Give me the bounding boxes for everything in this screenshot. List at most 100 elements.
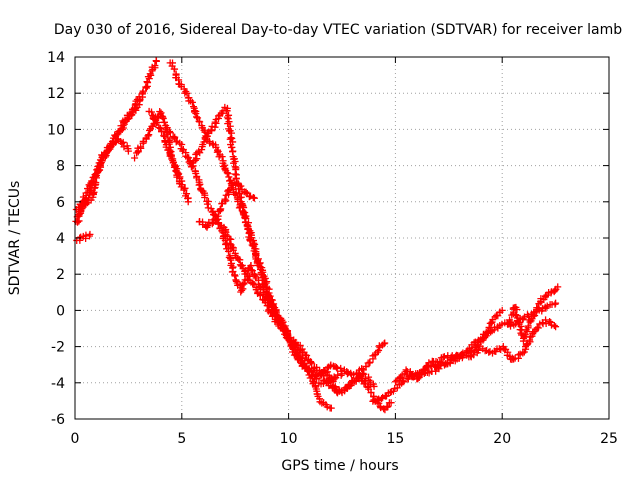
data-point <box>330 384 338 392</box>
data-point <box>204 129 212 137</box>
data-point <box>172 167 180 175</box>
data-point <box>236 194 244 202</box>
data-point <box>160 119 168 127</box>
data-point <box>179 147 187 155</box>
data-point <box>550 322 558 330</box>
data-point <box>256 292 264 300</box>
data-point <box>406 368 414 376</box>
data-point <box>258 271 266 279</box>
data-point <box>119 117 127 125</box>
y-tick-label: 2 <box>56 267 65 283</box>
data-point <box>104 147 112 155</box>
data-point <box>201 134 209 142</box>
data-point <box>160 132 168 140</box>
y-tick-label: -2 <box>51 340 65 356</box>
data-point <box>515 351 523 359</box>
data-point <box>232 277 240 285</box>
data-point <box>380 405 388 413</box>
data-point <box>487 319 495 327</box>
data-point <box>386 388 394 396</box>
data-points <box>72 57 562 414</box>
data-point <box>96 166 104 174</box>
data-point <box>191 156 199 164</box>
data-point <box>183 89 191 97</box>
data-point <box>190 103 198 111</box>
data-point <box>517 322 525 330</box>
data-point <box>519 349 527 357</box>
data-point <box>154 118 162 126</box>
data-point <box>510 355 518 363</box>
data-point <box>187 163 195 171</box>
data-point <box>196 180 204 188</box>
data-point <box>185 158 193 166</box>
data-point <box>132 97 140 105</box>
data-point <box>402 366 410 374</box>
data-point <box>240 279 248 287</box>
data-point <box>218 153 226 161</box>
data-point <box>531 312 539 320</box>
data-point <box>203 223 211 231</box>
data-point <box>311 382 319 390</box>
x-tick-label: 20 <box>493 431 511 447</box>
data-point <box>229 268 237 276</box>
data-point <box>94 167 102 175</box>
data-point <box>271 309 279 317</box>
y-tick-label: 14 <box>47 50 65 66</box>
data-point <box>381 339 389 347</box>
data-point <box>546 318 554 326</box>
data-point <box>358 365 366 373</box>
data-point <box>238 261 246 269</box>
data-point <box>235 185 243 193</box>
data-point <box>526 336 534 344</box>
data-point <box>214 220 222 228</box>
data-point <box>440 353 448 361</box>
data-point <box>230 159 238 167</box>
y-tick-label: 4 <box>56 231 65 247</box>
data-point <box>231 271 239 279</box>
data-point <box>201 194 209 202</box>
data-point <box>202 133 210 141</box>
data-point <box>227 134 235 142</box>
data-point <box>196 118 204 126</box>
data-point <box>124 147 132 155</box>
x-axis-ticks: 0 5 10 15 20 25 <box>71 57 618 447</box>
data-point <box>479 334 487 342</box>
data-point <box>144 132 152 140</box>
y-tick-label: -6 <box>51 412 65 428</box>
data-point <box>474 346 482 354</box>
data-point <box>145 131 153 139</box>
data-point <box>247 266 255 274</box>
data-point <box>552 323 560 331</box>
y-tick-label: -4 <box>51 376 65 392</box>
data-point <box>554 283 562 291</box>
data-point <box>184 198 192 206</box>
data-point <box>116 127 124 135</box>
data-point <box>131 154 139 162</box>
data-point <box>327 404 335 412</box>
data-point <box>284 335 292 343</box>
data-point <box>161 124 169 132</box>
data-point <box>534 324 542 332</box>
data-point <box>259 286 267 294</box>
data-point <box>293 352 301 360</box>
data-point <box>142 83 150 91</box>
data-point <box>224 247 232 255</box>
data-point <box>223 169 231 177</box>
data-point <box>146 126 154 134</box>
x-tick-label: 5 <box>177 431 186 447</box>
data-point <box>375 342 383 350</box>
data-point <box>332 363 340 371</box>
data-point <box>223 113 231 121</box>
data-point <box>391 378 399 386</box>
data-point <box>221 165 229 173</box>
data-point <box>203 200 211 208</box>
data-point <box>152 57 160 65</box>
data-point <box>305 365 313 373</box>
data-point <box>520 332 528 340</box>
data-point <box>551 286 559 294</box>
data-point <box>192 109 200 117</box>
data-point <box>137 143 145 151</box>
data-point <box>159 113 167 121</box>
